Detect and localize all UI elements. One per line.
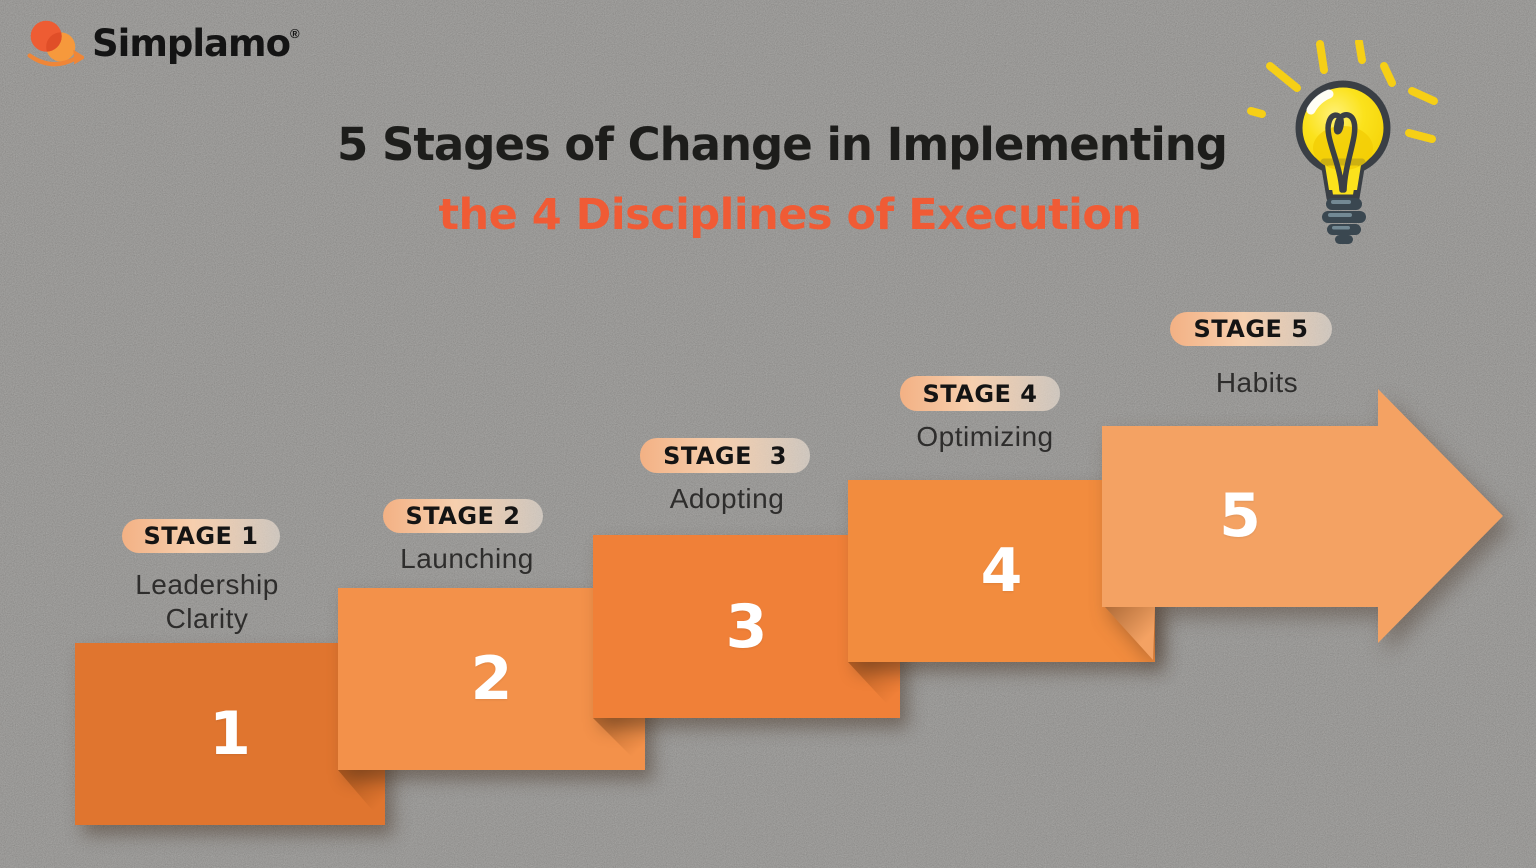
stage-1-name: Leadership Clarity [135,569,279,634]
stage-3-number: 3 [725,591,768,662]
brand-logo: Simplamo® [20,14,300,72]
stage-1-number: 1 [209,699,251,769]
stage-5-name: Habits [1215,367,1299,398]
fold-corner-4-5 [1105,607,1155,660]
stage-1-badge: STAGE 1 [122,519,280,553]
stage-5-arrow: 5 [1102,389,1503,660]
stage-5-number: 5 [1219,481,1261,551]
stage-4-number: 4 [980,536,1023,606]
stage-2-name: Launching [400,543,534,574]
stage-5-badge: STAGE 5 [1170,312,1332,346]
simplamo-logo-mark [27,20,84,67]
stage-5-arrow-wrapper: 5 [1102,389,1503,660]
stage-3-name: Adopting [669,483,785,514]
brand-name: Simplamo® [92,25,300,62]
stage-2-badge: STAGE 2 [383,499,543,533]
registered-mark: ® [290,25,300,41]
lightbulb-icon [1247,40,1438,244]
page-title-line2: the 4 Disciplines of Execution [438,190,1142,240]
stage-4-badge: STAGE 4 [900,376,1060,411]
stage-2-number: 2 [470,644,513,714]
stage-4-name: Optimizing [916,421,1054,452]
page-title-line1: 5 Stages of Change in Implementing [336,118,1228,171]
brand-name-text: Simplamo [92,21,291,65]
stage-3-badge: STAGE 3 [640,438,810,473]
